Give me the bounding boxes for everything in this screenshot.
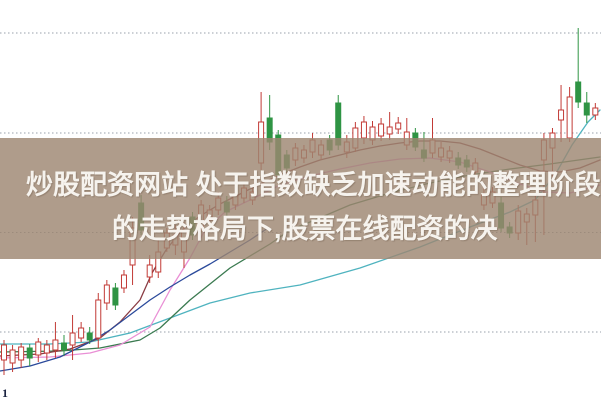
candle-body bbox=[9, 349, 16, 364]
candle-body bbox=[60, 342, 67, 351]
candle-body bbox=[69, 332, 76, 346]
candle-body bbox=[558, 109, 565, 121]
candle-body bbox=[52, 339, 59, 351]
candle-body bbox=[18, 346, 25, 361]
axis-corner-label: 1 bbox=[2, 386, 8, 400]
headline-line-2: 的走势格局下,股票在线配资的决 bbox=[112, 214, 498, 244]
candle-body bbox=[103, 284, 110, 304]
candle-body bbox=[592, 107, 599, 116]
candle-body bbox=[95, 299, 102, 339]
candle-body bbox=[566, 96, 573, 139]
candle-body bbox=[112, 287, 119, 306]
headline-line-1: 炒股配资网站 处于指数缺乏加速动能的整理阶段 bbox=[26, 170, 601, 200]
candle-body bbox=[395, 122, 402, 130]
candle-body bbox=[35, 341, 42, 356]
candle-body bbox=[86, 332, 93, 341]
candle-body bbox=[575, 81, 582, 103]
candle-body bbox=[378, 123, 385, 137]
candle-body bbox=[78, 327, 85, 339]
candle-body bbox=[120, 274, 127, 289]
candle-body bbox=[146, 264, 153, 278]
candle-body bbox=[26, 347, 33, 359]
candle-body bbox=[583, 102, 590, 116]
candle-body bbox=[43, 344, 50, 354]
candle-body bbox=[386, 126, 393, 135]
candle-body bbox=[1, 344, 7, 361]
candle-body bbox=[360, 121, 367, 139]
headline-overlay-band bbox=[0, 138, 601, 259]
